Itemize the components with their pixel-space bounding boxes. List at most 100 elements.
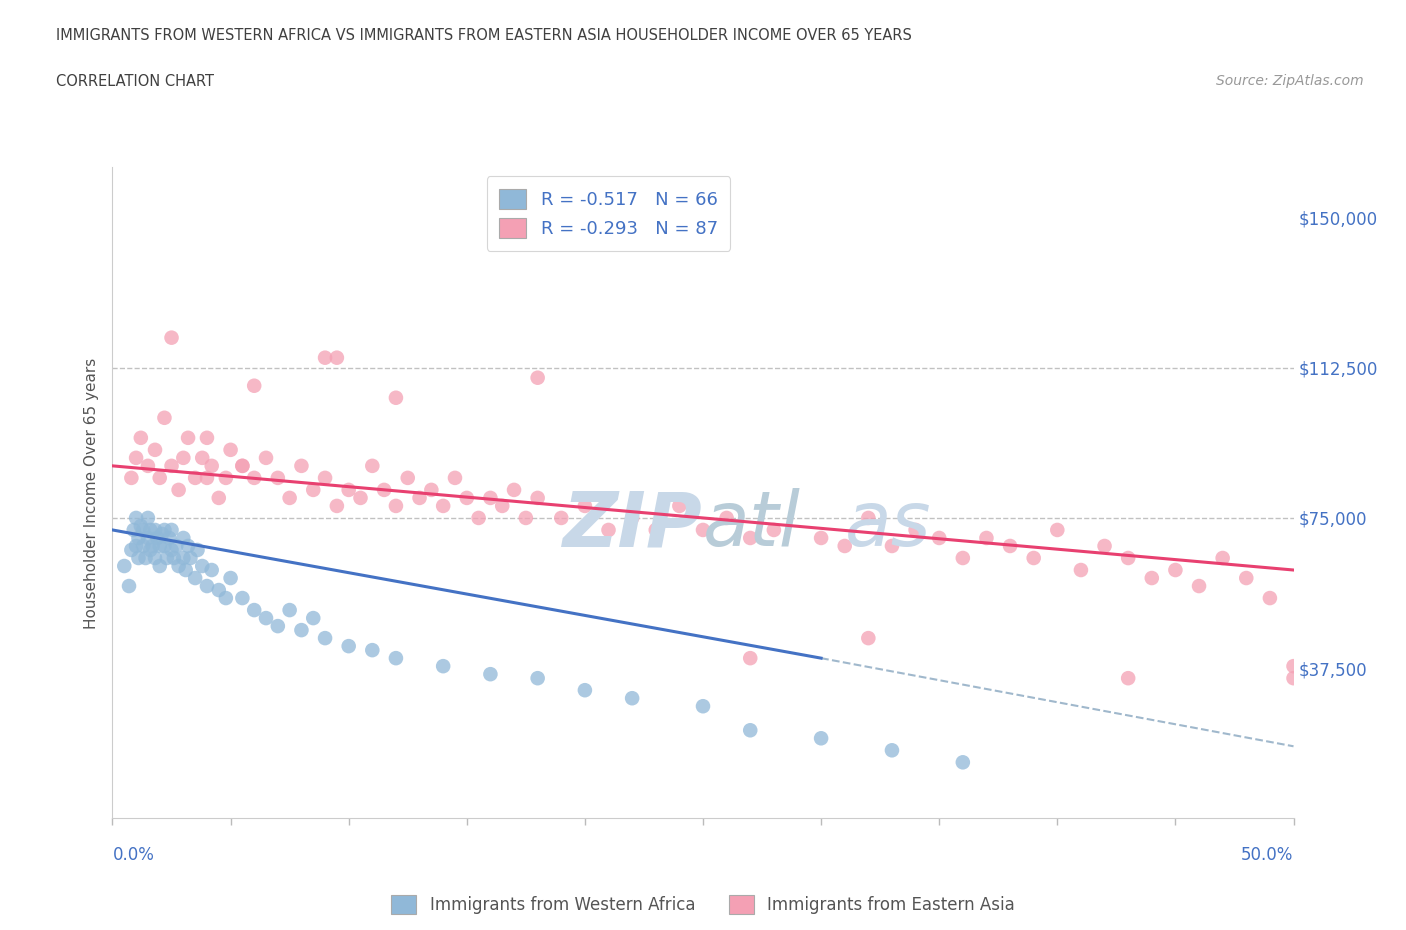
Legend: Immigrants from Western Africa, Immigrants from Eastern Asia: Immigrants from Western Africa, Immigran… (385, 889, 1021, 921)
Point (373, 483, 395, 498)
Point (127, 551, 149, 565)
Point (302, 483, 325, 498)
Point (167, 559, 190, 574)
Point (143, 551, 166, 565)
Text: 0.0%: 0.0% (112, 846, 155, 864)
Point (149, 538, 172, 553)
Point (432, 498, 454, 513)
Point (149, 471, 172, 485)
Point (1212, 551, 1234, 565)
Point (385, 498, 408, 513)
Point (254, 450, 277, 465)
Point (172, 530, 194, 545)
Point (191, 450, 214, 465)
Point (142, 538, 165, 553)
Point (692, 698, 714, 713)
Point (526, 370, 548, 385)
Point (172, 450, 194, 465)
Point (976, 530, 998, 545)
Point (740, 651, 762, 666)
Point (231, 458, 253, 473)
Point (1046, 523, 1069, 538)
Point (503, 483, 526, 498)
Text: IMMIGRANTS FROM WESTERN AFRICA VS IMMIGRANTS FROM EASTERN ASIA HOUSEHOLDER INCOM: IMMIGRANTS FROM WESTERN AFRICA VS IMMIGR… (56, 28, 912, 43)
Point (621, 511, 644, 525)
Point (361, 643, 384, 658)
Point (174, 563, 197, 578)
Point (928, 530, 950, 545)
Point (810, 530, 832, 545)
Point (143, 523, 166, 538)
Point (186, 542, 208, 557)
Point (243, 603, 266, 618)
Point (118, 578, 141, 593)
Point (904, 523, 927, 538)
Point (444, 471, 467, 485)
Point (1070, 563, 1092, 578)
Point (231, 458, 253, 473)
Point (132, 523, 155, 538)
Point (201, 563, 224, 578)
Point (337, 639, 360, 654)
Point (208, 490, 231, 505)
Point (160, 458, 183, 473)
Point (160, 330, 183, 345)
Text: atl: atl (703, 488, 801, 563)
Point (150, 526, 173, 541)
Point (1022, 551, 1045, 565)
Point (479, 667, 502, 682)
Point (120, 471, 142, 485)
Point (574, 683, 596, 698)
Point (153, 410, 176, 425)
Point (952, 755, 974, 770)
Point (243, 379, 266, 393)
Point (201, 458, 224, 473)
Point (125, 538, 148, 553)
Point (385, 391, 408, 405)
Point (314, 631, 336, 645)
Point (420, 483, 443, 498)
Point (177, 538, 200, 553)
Point (880, 538, 903, 553)
Point (740, 723, 762, 737)
Point (1116, 551, 1139, 565)
Point (692, 523, 714, 538)
Point (1282, 658, 1305, 673)
Point (139, 523, 162, 538)
Point (122, 523, 145, 538)
Point (290, 458, 312, 473)
Point (491, 498, 513, 513)
Text: ZIP: ZIP (564, 488, 703, 563)
Point (219, 571, 242, 586)
Point (290, 623, 312, 638)
Point (157, 530, 180, 545)
Point (858, 631, 880, 645)
Point (165, 538, 187, 553)
Point (716, 511, 738, 525)
Point (195, 471, 218, 485)
Point (1140, 571, 1163, 586)
Point (136, 458, 159, 473)
Point (179, 551, 201, 565)
Point (127, 530, 149, 545)
Point (952, 551, 974, 565)
Text: CORRELATION CHART: CORRELATION CHART (56, 74, 214, 89)
Point (120, 542, 142, 557)
Point (834, 538, 856, 553)
Point (361, 458, 384, 473)
Point (215, 471, 238, 485)
Point (1258, 591, 1281, 605)
Point (278, 490, 301, 505)
Point (112, 559, 135, 574)
Point (278, 603, 301, 618)
Point (337, 483, 360, 498)
Point (172, 551, 194, 565)
Point (998, 538, 1021, 553)
Point (136, 530, 159, 545)
Point (132, 538, 155, 553)
Point (1234, 571, 1257, 586)
Point (467, 511, 489, 525)
Point (574, 498, 596, 513)
Point (160, 542, 183, 557)
Point (149, 559, 172, 574)
